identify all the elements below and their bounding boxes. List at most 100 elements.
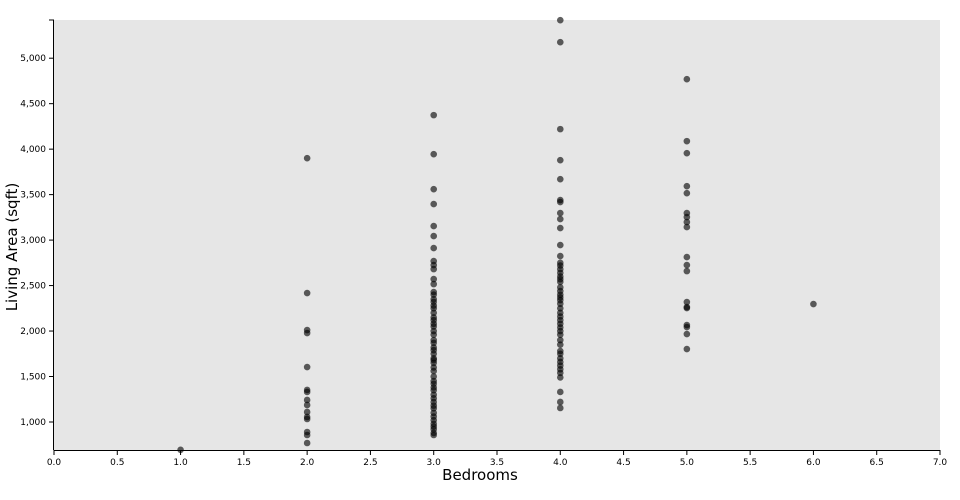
x-tick: 4.0 bbox=[553, 450, 568, 468]
x-tick: 3.5 bbox=[490, 450, 504, 468]
y-axis: 1,000 1,500 2,000 2,500 3,000 3,500 4,000 4,500… bbox=[20, 19, 54, 450]
data-point bbox=[430, 291, 438, 298]
data-point bbox=[303, 415, 311, 423]
data-point bbox=[556, 125, 564, 133]
data-point bbox=[556, 209, 564, 217]
y-tick-label: 5,000 bbox=[20, 54, 46, 64]
data-point bbox=[303, 396, 311, 404]
x-tick: 7.0 bbox=[933, 450, 948, 468]
data-point bbox=[556, 224, 564, 232]
x-axis: 0.0 0.5 1.0 1.5 2.0 2.5 3.0 3.5 4.0 4.5 5.0 5.5 6.0 6… bbox=[47, 450, 948, 468]
data-point bbox=[303, 431, 311, 439]
x-tick-label: 0.0 bbox=[47, 458, 62, 468]
x-tick-label: 0.5 bbox=[110, 458, 124, 468]
x-tick: 1.5 bbox=[237, 450, 251, 468]
data-point bbox=[556, 350, 564, 358]
x-tick-label: 5.5 bbox=[743, 458, 757, 468]
x-tick: 5.5 bbox=[743, 450, 757, 468]
y-tick: 5,000 bbox=[20, 54, 54, 64]
data-point bbox=[303, 363, 311, 371]
data-point bbox=[556, 305, 564, 312]
y-tick: 2,500 bbox=[20, 282, 54, 292]
data-point bbox=[683, 267, 691, 275]
data-point bbox=[303, 154, 311, 162]
data-point bbox=[556, 369, 564, 377]
data-point bbox=[430, 339, 438, 347]
data-point bbox=[430, 309, 438, 317]
data-point bbox=[683, 323, 691, 331]
data-point bbox=[556, 336, 564, 344]
data-point bbox=[430, 265, 438, 273]
data-point bbox=[430, 373, 438, 380]
x-tick: 1.0 bbox=[173, 450, 188, 468]
x-tick-label: 6.5 bbox=[870, 458, 884, 468]
x-tick: 2.0 bbox=[300, 450, 315, 468]
data-point bbox=[683, 137, 691, 145]
data-point bbox=[556, 331, 564, 338]
data-point bbox=[556, 215, 564, 223]
data-point bbox=[430, 280, 438, 288]
x-tick-label: 3.0 bbox=[427, 458, 442, 468]
data-point bbox=[430, 305, 438, 312]
x-tick-label: 2.5 bbox=[363, 458, 377, 468]
data-point bbox=[303, 289, 311, 297]
data-point bbox=[683, 149, 691, 157]
data-point bbox=[556, 16, 564, 24]
x-tick-label: 1.5 bbox=[237, 458, 251, 468]
points-layer bbox=[177, 16, 817, 454]
data-point bbox=[303, 439, 311, 447]
x-tick: 6.5 bbox=[870, 450, 884, 468]
data-point bbox=[430, 323, 438, 330]
data-point bbox=[303, 408, 311, 416]
y-tick-label: 1,000 bbox=[20, 418, 46, 428]
data-point bbox=[556, 341, 564, 348]
x-axis-label: Bedrooms bbox=[442, 466, 518, 484]
x-tick: 4.5 bbox=[616, 450, 631, 468]
x-tick: 0.0 bbox=[47, 450, 62, 468]
data-point bbox=[556, 252, 564, 260]
data-point bbox=[556, 38, 564, 46]
x-tick-label: 2.0 bbox=[300, 458, 315, 468]
data-point bbox=[430, 359, 438, 367]
data-point bbox=[303, 329, 311, 337]
y-tick: 3,500 bbox=[20, 191, 54, 201]
data-point bbox=[683, 75, 691, 83]
data-point bbox=[430, 232, 438, 240]
x-tick-label: 3.5 bbox=[490, 458, 504, 468]
x-tick: 0.5 bbox=[110, 450, 124, 468]
data-point bbox=[177, 446, 184, 454]
data-point bbox=[430, 200, 438, 208]
x-tick: 3.0 bbox=[427, 450, 442, 468]
data-point bbox=[556, 374, 564, 381]
data-point bbox=[556, 404, 564, 412]
data-point bbox=[430, 222, 438, 230]
data-point bbox=[430, 405, 438, 412]
data-point bbox=[683, 330, 691, 338]
data-point bbox=[303, 401, 311, 409]
data-point bbox=[430, 275, 438, 283]
x-tick: 6.0 bbox=[806, 450, 821, 468]
data-point bbox=[683, 213, 691, 221]
plot-background bbox=[54, 20, 940, 450]
y-tick: 4,500 bbox=[20, 100, 54, 110]
data-point bbox=[683, 345, 691, 353]
data-point bbox=[683, 223, 691, 231]
y-tick-label: 4,000 bbox=[20, 145, 46, 155]
data-point bbox=[430, 350, 438, 358]
data-point bbox=[683, 304, 691, 312]
x-tick: 5.0 bbox=[680, 450, 694, 468]
data-point bbox=[556, 388, 564, 396]
data-point bbox=[683, 189, 691, 197]
data-point bbox=[303, 388, 311, 396]
x-tick-label: 7.0 bbox=[933, 458, 948, 468]
x-tick-label: 4.0 bbox=[553, 458, 568, 468]
data-point bbox=[683, 218, 691, 226]
data-point bbox=[810, 300, 817, 308]
x-tick-label: 1.0 bbox=[173, 458, 188, 468]
data-point bbox=[683, 182, 691, 190]
y-tick-label: 3,000 bbox=[20, 236, 46, 246]
data-point bbox=[556, 175, 564, 183]
data-point bbox=[556, 198, 564, 206]
y-tick: 1,500 bbox=[20, 373, 54, 383]
y-tick-label: 2,000 bbox=[20, 327, 46, 337]
